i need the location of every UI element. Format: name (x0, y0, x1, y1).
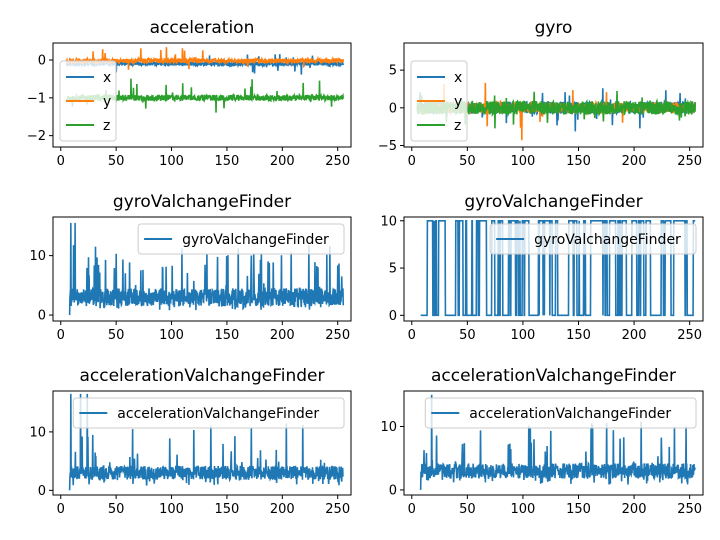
legend: xyz (59, 60, 117, 142)
y-tick-label: 0 (389, 483, 397, 498)
legend-label: x (454, 70, 462, 86)
x-tick-label: 200 (270, 154, 295, 169)
subplot-title: accelerationValchangeFinder (79, 366, 324, 386)
legend-box (489, 223, 697, 255)
y-tick-label: −5 (378, 139, 397, 154)
legend-box (72, 397, 345, 429)
y-tick-label: 0 (38, 309, 46, 324)
legend: accelerationValchangeFinder (72, 397, 345, 429)
x-tick-label: 150 (215, 154, 240, 169)
x-tick-label: 50 (108, 328, 125, 343)
legend-label: gyroValchangeFinder (182, 232, 329, 248)
legend-label: y (103, 94, 111, 110)
subplot-6: 0 50 100 150 200 250 0 10 accelerationValchangeF… (380, 366, 704, 517)
subplot-5: 0 50 100 150 200 250 0 10 accelerationValchangeF… (29, 366, 352, 517)
subplot-3: 0 50 100 150 200 250 0 10 gyroValchangeFinder gyr… (29, 192, 352, 343)
axes-frame (403, 216, 704, 322)
y-tick-label: 0 (389, 101, 397, 116)
legend-label: z (454, 118, 461, 134)
y-tick-label: −2 (27, 129, 46, 144)
x-tick-label: 200 (270, 502, 295, 517)
x-tick-label: 200 (622, 502, 647, 517)
x-tick-label: 150 (215, 502, 240, 517)
series-line-accelerationValchangeFinder (68, 393, 344, 491)
subplot-title: gyroValchangeFinder (113, 192, 291, 212)
subplot-title: gyroValchangeFinder (464, 192, 642, 212)
x-tick-label: 150 (215, 328, 240, 343)
x-tick-label: 200 (270, 328, 295, 343)
x-tick-label: 150 (566, 502, 591, 517)
x-tick-label: 200 (622, 154, 647, 169)
axes-frame (52, 390, 352, 496)
y-tick-label: 10 (29, 425, 46, 440)
x-tick-label: 250 (677, 502, 702, 517)
x-tick-label: 0 (57, 328, 65, 343)
y-tick-label: 5 (389, 64, 397, 79)
series-line-y (65, 47, 345, 70)
y-tick-label: 5 (389, 262, 397, 277)
y-tick-label: 0 (38, 484, 46, 499)
legend-label: y (454, 94, 462, 110)
legend-box (137, 223, 345, 255)
y-tick-label: −1 (27, 91, 46, 106)
x-tick-label: 150 (566, 328, 591, 343)
x-tick-label: 100 (511, 154, 536, 169)
axes-frame (52, 216, 352, 322)
x-tick-label: 100 (159, 502, 184, 517)
subplot-1: 0 50 100 150 200 250 −2 −1 0 acceleration xyz (27, 18, 352, 169)
x-tick-label: 0 (57, 502, 65, 517)
legend-label: gyroValchangeFinder (534, 232, 681, 248)
legend-box (424, 397, 697, 429)
legend: accelerationValchangeFinder (424, 397, 697, 429)
legend-label: accelerationValchangeFinder (117, 406, 319, 422)
series-line-gyroValchangeFinder (68, 222, 345, 316)
subplot-title: accelerationValchangeFinder (431, 366, 676, 386)
x-tick-label: 50 (459, 328, 476, 343)
axes-frame (403, 390, 704, 496)
x-tick-label: 150 (566, 154, 591, 169)
legend: gyroValchangeFinder (489, 223, 697, 255)
x-tick-label: 50 (459, 502, 476, 517)
legend: gyroValchangeFinder (137, 223, 345, 255)
x-tick-label: 100 (511, 502, 536, 517)
y-tick-label: 10 (380, 214, 397, 229)
x-tick-label: 100 (159, 154, 184, 169)
subplot-4: 0 50 100 150 200 250 0 5 10 gyroValchangeFinder gy… (380, 192, 704, 343)
series-line-accelerationValchangeFinder (419, 394, 696, 490)
x-tick-label: 100 (159, 328, 184, 343)
x-tick-label: 0 (57, 154, 65, 169)
x-tick-label: 250 (677, 154, 702, 169)
y-tick-label: 0 (38, 54, 46, 69)
series-line-gyroValchangeFinder (420, 219, 696, 317)
x-tick-label: 50 (108, 154, 125, 169)
x-tick-label: 100 (511, 328, 536, 343)
x-tick-label: 0 (408, 154, 416, 169)
x-tick-label: 250 (325, 328, 350, 343)
axes-frame (403, 42, 704, 148)
x-tick-label: 0 (408, 502, 416, 517)
x-tick-label: 250 (325, 154, 350, 169)
x-tick-label: 50 (108, 502, 125, 517)
legend-label: accelerationValchangeFinder (469, 406, 671, 422)
legend: xyz (410, 60, 468, 142)
subplot-2: 0 50 100 150 200 250 −5 0 5 gyro xyz (378, 18, 704, 169)
legend-label: x (103, 70, 111, 86)
x-tick-label: 250 (325, 502, 350, 517)
x-tick-label: 200 (622, 328, 647, 343)
y-tick-label: 10 (380, 420, 397, 435)
axes-frame (52, 42, 352, 148)
subplot-title: gyro (535, 18, 573, 38)
x-tick-label: 0 (408, 328, 416, 343)
x-tick-label: 250 (677, 328, 702, 343)
subplot-title: acceleration (150, 18, 255, 38)
y-tick-label: 0 (389, 309, 397, 324)
x-tick-label: 50 (459, 154, 476, 169)
legend-label: z (103, 118, 110, 134)
y-tick-label: 10 (29, 249, 46, 264)
